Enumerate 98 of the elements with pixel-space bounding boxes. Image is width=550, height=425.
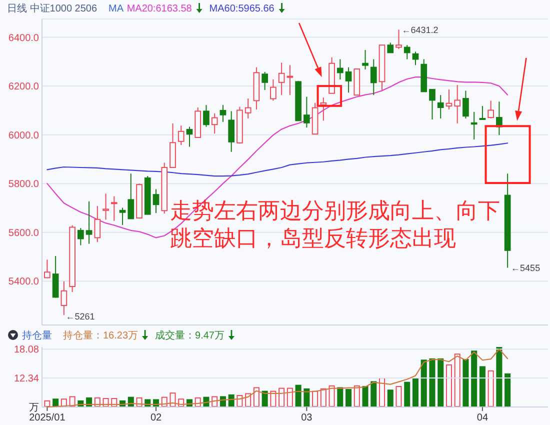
bar (245, 393, 252, 407)
text: MA20:6163.58 (126, 4, 192, 14)
bar (278, 388, 285, 407)
y-tick-label: 18.08 (14, 344, 40, 356)
annotation: ←5455 (511, 263, 540, 274)
y-tick-label: 6400.0 (8, 32, 40, 44)
y-tick-label: 6200.0 (8, 82, 40, 93)
y-tick-label: 5600.0 (8, 228, 40, 239)
bar (362, 386, 368, 407)
candlestick (454, 84, 461, 124)
candlestick (270, 78, 276, 102)
legend-title: MA (108, 4, 124, 14)
x-tick-label: 2025/01 (29, 412, 66, 424)
candlestick (404, 44, 410, 60)
candlestick (102, 193, 109, 220)
candlestick (429, 88, 436, 120)
candlestick (77, 227, 84, 246)
candlestick (203, 104, 210, 128)
bar (370, 381, 377, 407)
bar (253, 387, 260, 407)
candlestick (52, 256, 59, 298)
bar (346, 389, 352, 407)
candlestick (286, 64, 294, 96)
candlestick (362, 49, 368, 70)
x-tick-label: 04 (476, 412, 488, 424)
candlestick (152, 188, 160, 214)
candlestick (462, 90, 469, 119)
candlestick (336, 58, 344, 80)
bar (504, 373, 511, 407)
candlestick (488, 100, 494, 119)
candlestick (278, 62, 285, 96)
candlestick (304, 96, 310, 128)
candlestick (437, 94, 444, 119)
x-tick-label: 02 (150, 412, 162, 424)
candlestick (119, 207, 126, 226)
bar (429, 358, 436, 407)
bar (496, 347, 502, 407)
candlestick (396, 29, 402, 50)
bar (354, 385, 360, 407)
candlestick (446, 88, 452, 110)
y-tick-label: 6000.0 (8, 130, 40, 142)
text: MA60:5965.66 (209, 4, 275, 14)
chart-title: 持仓量 (22, 330, 52, 342)
bar (454, 354, 460, 407)
chart-title: 日线 中证1000 2506 (7, 2, 98, 14)
bar (471, 350, 478, 407)
candlestick (387, 42, 394, 54)
candlestick (320, 97, 327, 122)
bar (404, 382, 410, 407)
bar (396, 386, 402, 407)
candlestick (370, 58, 377, 96)
candlestick (244, 98, 252, 119)
y-tick-label: 5800.0 (8, 179, 40, 190)
bar (479, 366, 486, 407)
bar (488, 370, 494, 407)
candlestick (128, 173, 134, 220)
bar (295, 384, 302, 407)
candlestick (110, 196, 118, 222)
candlestick (211, 112, 218, 134)
bar (462, 359, 469, 407)
y-tick-label: 万 (29, 402, 39, 414)
bar (44, 400, 50, 407)
bar (379, 378, 386, 407)
candlestick (186, 126, 193, 148)
bar (286, 388, 293, 407)
bar (337, 387, 344, 407)
candlestick (262, 71, 268, 90)
bar (438, 358, 444, 407)
candlestick (220, 104, 226, 122)
x-tick-label: 03 (301, 412, 313, 424)
bar (446, 364, 452, 407)
candlestick (86, 200, 92, 244)
text: 持仓量：16.23万 (63, 330, 138, 342)
line-series (46, 142, 508, 177)
annotation: 走势左右两边分别形成向上、向下跳空缺口，岛型反转形态出现 (170, 198, 500, 251)
candlestick (178, 125, 184, 146)
candlestick (345, 66, 352, 94)
candlestick (412, 51, 419, 66)
candlestick (228, 110, 235, 152)
bar (170, 392, 176, 407)
bar (312, 390, 318, 407)
candlestick (94, 206, 101, 243)
candlestick (470, 111, 478, 140)
candlestick (44, 259, 50, 279)
y-tick-label: 12.34 (14, 374, 40, 385)
annotation: ←5261 (66, 311, 95, 322)
legend-label: 成交量：9.47万 (155, 330, 224, 342)
bar (270, 390, 276, 407)
bar (304, 388, 310, 407)
bar (420, 360, 427, 407)
candlestick (479, 106, 486, 120)
bar (328, 385, 335, 407)
candlestick (60, 280, 68, 316)
bar (412, 378, 419, 407)
y-tick-label: 5400.0 (8, 276, 40, 288)
bar (320, 388, 326, 407)
bar (387, 390, 394, 407)
annotation: ←6431.2 (402, 25, 438, 36)
